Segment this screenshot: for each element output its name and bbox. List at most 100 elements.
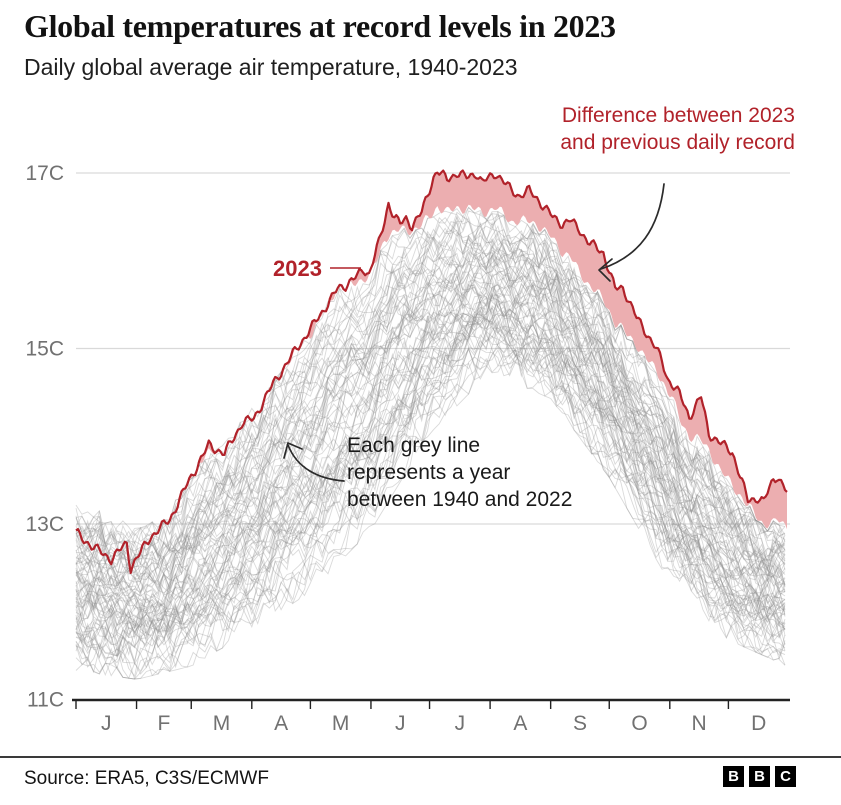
grey-year-line — [75, 224, 786, 566]
grey-year-line — [75, 231, 786, 581]
month-label-D: D — [751, 712, 766, 735]
grey-year-line — [75, 246, 786, 577]
grey-year-line — [75, 255, 786, 593]
grey-year-line — [75, 292, 786, 637]
grey-year-line — [75, 315, 786, 630]
grey-year-line — [75, 346, 786, 679]
grey-year-line — [75, 240, 786, 589]
grey-year-line — [75, 308, 786, 646]
grey-year-line — [75, 242, 786, 597]
y-axis-label-13c: 13C — [25, 513, 64, 536]
grey-year-line — [75, 237, 786, 596]
chart-subtitle: Daily global average air temperature, 19… — [24, 54, 518, 80]
grey-year-line — [75, 248, 786, 594]
grey-year-line — [75, 292, 786, 639]
annotation-record-difference: Difference between 2023 and previous dai… — [560, 102, 795, 156]
grey-year-line — [75, 210, 786, 570]
grey-year-line — [75, 348, 786, 675]
month-label-N: N — [692, 712, 707, 735]
bbc-logo-block-c: C — [775, 766, 796, 787]
month-label-S: S — [573, 712, 587, 735]
bbc-logo-block-b2: B — [749, 766, 770, 787]
grey-year-line — [75, 284, 786, 631]
grey-year-line — [75, 334, 786, 675]
grey-year-line — [75, 210, 786, 565]
grey-year-line — [75, 237, 786, 589]
grey-year-line — [75, 276, 786, 610]
grey-year-line — [75, 316, 786, 666]
grey-year-line — [75, 225, 786, 572]
grey-year-line — [75, 250, 786, 608]
annotation-grey-lines-line2: represents a year — [347, 461, 511, 484]
grey-year-line — [75, 293, 786, 640]
grey-year-line — [75, 272, 786, 590]
month-label-J: J — [455, 712, 466, 735]
grey-year-line — [75, 272, 786, 616]
annotation-record-difference-line2: and previous daily record — [560, 131, 795, 154]
grey-year-line — [75, 225, 786, 563]
grey-year-line — [75, 284, 786, 615]
annotation-grey-lines: Each grey line represents a year between… — [347, 432, 572, 513]
grey-year-line — [75, 346, 786, 680]
grey-lines-arrow — [287, 444, 345, 482]
annotation-grey-lines-line1: Each grey line — [347, 434, 481, 457]
grey-year-line — [75, 310, 786, 647]
grey-year-line — [75, 295, 786, 646]
grey-year-line — [75, 282, 786, 612]
grey-year-line — [75, 302, 786, 649]
grey-year-line — [75, 315, 786, 663]
grey-year-line — [75, 273, 786, 631]
grey-year-line — [75, 214, 786, 572]
month-label-A: A — [513, 712, 527, 735]
grey-year-line — [75, 256, 786, 597]
grey-year-line — [75, 238, 786, 596]
record-difference-area — [76, 170, 787, 530]
grey-year-line — [75, 273, 786, 615]
grey-year-line — [75, 333, 786, 664]
grey-year-line — [75, 265, 786, 629]
grey-year-line — [75, 335, 786, 675]
grey-year-line — [75, 254, 786, 613]
grey-year-line — [75, 289, 786, 634]
y-axis-label-15c: 15C — [25, 338, 64, 361]
grey-year-line — [75, 330, 786, 680]
grey-year-line — [75, 231, 786, 576]
grey-year-line — [75, 311, 786, 643]
record-difference-arrow — [600, 183, 665, 270]
grey-year-line — [75, 269, 786, 613]
grey-year-line — [75, 327, 786, 665]
grey-year-line — [75, 270, 786, 626]
grey-year-line — [75, 243, 786, 611]
month-label-F: F — [157, 712, 170, 735]
bbc-logo-block-b1: B — [723, 766, 744, 787]
grey-year-line — [75, 279, 786, 609]
y-axis-label-11c: 11C — [27, 689, 64, 712]
grey-year-line — [75, 324, 786, 652]
grey-year-line — [75, 313, 786, 655]
grey-year-line — [75, 305, 786, 664]
record-difference-arrowhead — [598, 258, 613, 282]
grey-year-line — [75, 221, 786, 560]
grey-year-line — [75, 234, 786, 611]
grey-year-line — [75, 265, 786, 583]
grey-year-line — [75, 307, 786, 655]
grey-lines-arrowhead — [283, 442, 303, 459]
grey-year-line — [75, 297, 786, 652]
month-label-M: M — [213, 712, 231, 735]
annotation-2023-label: 2023 — [273, 256, 322, 281]
line-2023 — [75, 169, 788, 574]
month-label-M: M — [332, 712, 350, 735]
y-axis-label-17c: 17C — [25, 162, 64, 185]
grey-year-line — [75, 220, 786, 568]
grey-year-line — [75, 215, 786, 588]
month-label-O: O — [631, 712, 647, 735]
grey-year-line — [75, 303, 786, 647]
month-label-J: J — [101, 712, 112, 735]
grey-year-line — [75, 236, 786, 594]
grey-year-line — [75, 315, 786, 659]
grey-year-line — [75, 254, 786, 594]
grey-year-line — [75, 341, 786, 680]
grey-year-line — [75, 235, 786, 597]
